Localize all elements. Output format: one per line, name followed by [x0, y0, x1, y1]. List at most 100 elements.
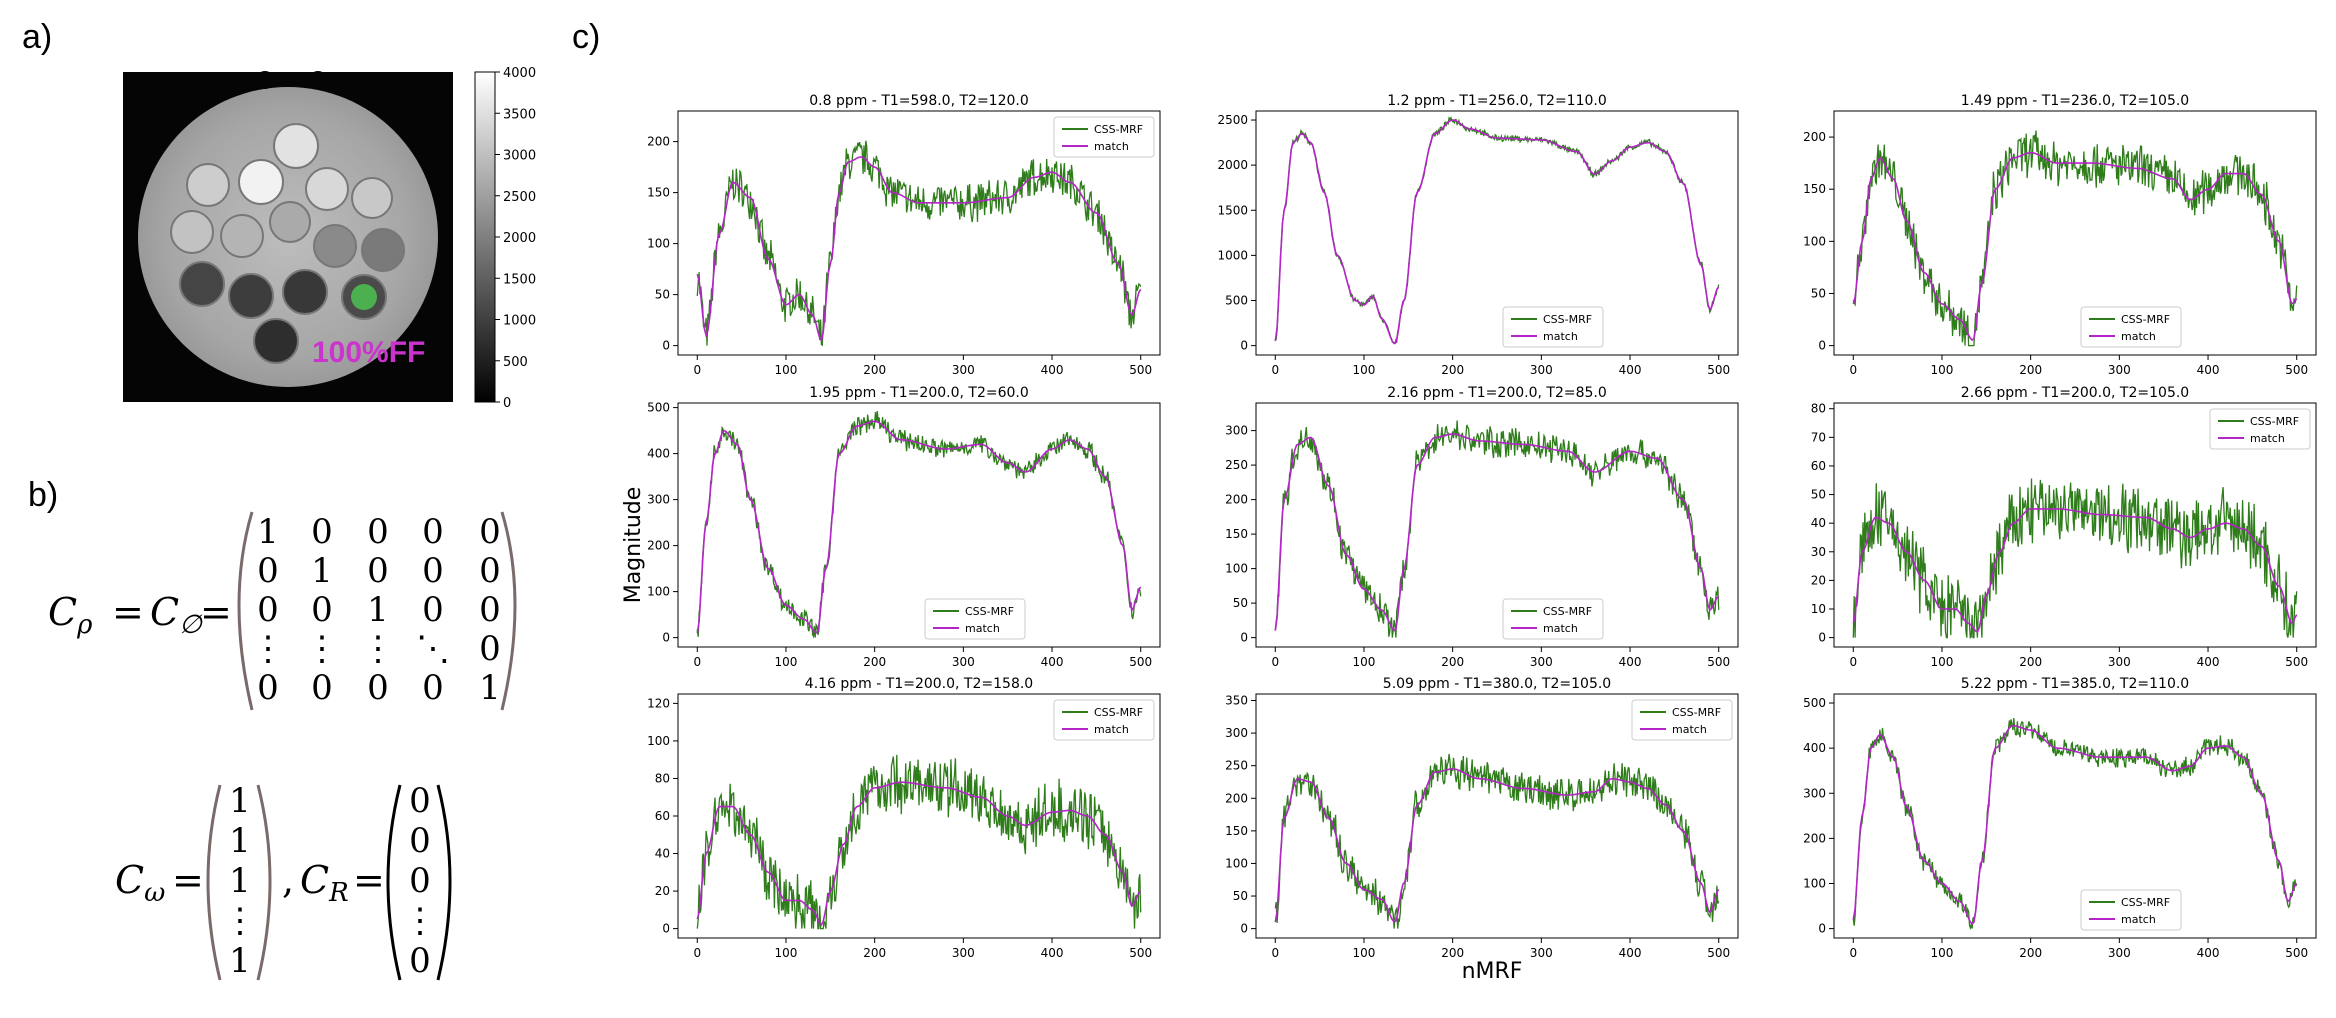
x-tick-label: 100: [1353, 946, 1376, 960]
y-tick-label: 500: [1803, 696, 1826, 710]
x-tick-label: 500: [2285, 655, 2308, 669]
y-tick-label: 400: [647, 447, 670, 461]
x-tick-label: 400: [1619, 363, 1642, 377]
matrix-entry: 0: [257, 551, 279, 591]
chart-panel-2: 1.2 ppm - T1=256.0, T2=110.0 0 100 200 300 40…: [1217, 93, 1739, 377]
matrix-entry: 0: [479, 629, 501, 669]
x-tick-label: 100: [1931, 655, 1954, 669]
x-tick-label: 300: [952, 946, 975, 960]
phi-subscript: ∅: [179, 610, 203, 640]
x-tick-label: 200: [1441, 946, 1464, 960]
legend-label-match: match: [2121, 330, 2156, 343]
x-tick-label: 300: [952, 655, 975, 669]
matrix-entry: 0: [422, 590, 444, 630]
y-tick-label: 70: [1811, 430, 1826, 444]
colorbar-tick-label: 500: [503, 355, 528, 370]
y-tick-label: 200: [647, 135, 670, 149]
y-tick-label: 350: [1225, 694, 1248, 708]
matrix-entry: 0: [367, 668, 389, 708]
y-tick-label: 150: [1225, 527, 1248, 541]
x-tick-label: 200: [863, 946, 886, 960]
y-tick-label: 0: [1240, 922, 1248, 936]
y-tick-label: 0: [662, 922, 670, 936]
matrix-entry: 1: [367, 590, 389, 630]
colorbar-tick-label: 2500: [503, 190, 536, 205]
x-tick-label: 400: [1619, 946, 1642, 960]
matrix-entry: 0: [479, 551, 501, 591]
x-tick-label: 300: [2108, 363, 2131, 377]
y-tick-label: 150: [1225, 824, 1248, 838]
x-tick-label: 0: [1271, 946, 1279, 960]
r-left-paren: [386, 784, 402, 981]
colorbar-gradient: [474, 71, 496, 403]
chart-legend: CSS-MRF match: [1502, 598, 1604, 640]
y-tick-label: 0: [1818, 631, 1826, 645]
legend-label-match: match: [965, 622, 1000, 635]
matrix-entry: 0: [257, 590, 279, 630]
phantom-image: 100%FF: [123, 71, 453, 402]
y-tick-label: 150: [647, 186, 670, 200]
y-tick-label: 0: [1240, 631, 1248, 645]
chart-legend: CSS-MRF match: [924, 598, 1026, 640]
y-tick-label: 250: [1225, 759, 1248, 773]
chart-title: 2.66 ppm - T1=200.0, T2=105.0: [1961, 385, 2189, 401]
r-right-paren: [436, 784, 452, 981]
matrix-entry: ⋱: [416, 629, 450, 669]
chart-title: 0.8 ppm - T1=598.0, T2=120.0: [809, 93, 1029, 109]
y-tick-label: 1500: [1217, 203, 1248, 217]
x-tick-label: 300: [2108, 946, 2131, 960]
y-tick-label: 300: [647, 493, 670, 507]
y-tick-label: 50: [1233, 889, 1248, 903]
y-tick-label: 100: [1225, 562, 1248, 576]
y-tick-label: 120: [647, 696, 670, 710]
x-tick-label: 0: [1849, 363, 1857, 377]
y-tick-label: 80: [1811, 402, 1826, 416]
phantom-notches: [132, 71, 444, 174]
chart-title: 2.16 ppm - T1=200.0, T2=85.0: [1387, 385, 1607, 401]
chart-legend: CSS-MRF match: [2209, 408, 2311, 450]
y-tick-label: 20: [655, 884, 670, 898]
chart-legend: CSS-MRF match: [2080, 889, 2182, 931]
x-tick-label: 500: [1129, 655, 1152, 669]
vector-entry: 1: [229, 821, 251, 861]
matrix-entry: 0: [422, 668, 444, 708]
chart-axes-frame: [1255, 110, 1739, 356]
y-tick-label: 2000: [1217, 158, 1248, 172]
y-tick-label: 50: [655, 288, 670, 302]
x-tick-label: 300: [952, 363, 975, 377]
x-tick-label: 0: [693, 655, 701, 669]
y-tick-label: 30: [1811, 545, 1826, 559]
x-tick-label: 0: [1849, 946, 1857, 960]
x-tick-label: 0: [1271, 363, 1279, 377]
y-tick-label: 1000: [1217, 248, 1248, 262]
panel-label-c: c): [572, 18, 601, 56]
series-match-line: [696, 156, 1142, 343]
colorbar-tick-label: 3500: [503, 107, 536, 122]
colorbar-tick-label: 4000: [503, 66, 536, 81]
shared-x-axis-label: nMRF: [1462, 959, 1523, 984]
y-tick-label: 300: [1225, 424, 1248, 438]
chart-grid: 0.8 ppm - T1=598.0, T2=120.00 100 200 300 40…: [647, 93, 2317, 960]
x-tick-label: 100: [1353, 363, 1376, 377]
x-tick-label: 300: [2108, 655, 2131, 669]
colorbar-tick-group: 4000 3500 3000 2500 2000 1500 1000 500 0: [495, 66, 536, 411]
y-tick-label: 50: [1233, 596, 1248, 610]
matrix-entry: 0: [367, 512, 389, 552]
matrix-right-paren: [500, 511, 517, 711]
panel-label-a: a): [22, 18, 53, 56]
r-subscript: R: [328, 878, 349, 908]
y-tick-label: 0: [1818, 339, 1826, 353]
y-tick-label: 300: [1803, 786, 1826, 800]
x-tick-label: 100: [1931, 946, 1954, 960]
equals-sign-2: =: [200, 590, 232, 634]
vector-entry: 1: [229, 781, 251, 821]
x-tick-label: 100: [775, 363, 798, 377]
series-match-line: [696, 781, 1142, 927]
x-tick-label: 400: [1619, 655, 1642, 669]
y-tick-label: 300: [1225, 726, 1248, 740]
equals-sign-4: =: [353, 858, 385, 902]
matrix-entry: 0: [257, 668, 279, 708]
x-tick-label: 200: [2019, 363, 2042, 377]
vector-entry: 1: [229, 941, 251, 981]
